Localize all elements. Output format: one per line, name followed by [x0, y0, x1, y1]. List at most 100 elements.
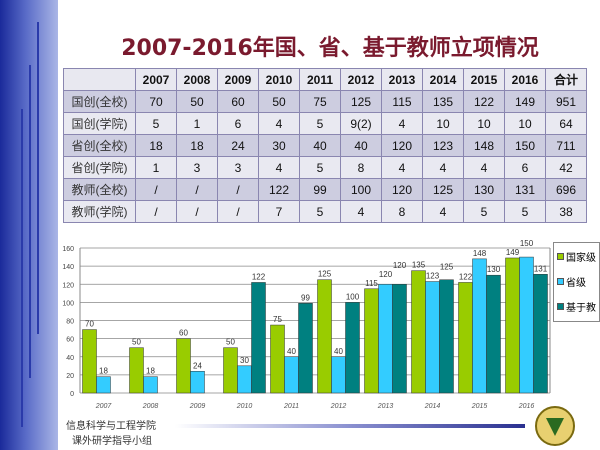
bar-基于教: [392, 284, 407, 394]
data-label: 70: [85, 320, 94, 329]
bar-省级: [143, 376, 158, 394]
table-cell: 4: [258, 156, 300, 179]
table-cell: 4: [340, 200, 382, 223]
row-header: 教师(全校): [63, 178, 136, 201]
table-cell: 951: [545, 90, 587, 113]
y-tick-label: 100: [62, 300, 74, 307]
y-tick-label: 40: [66, 355, 74, 362]
bar-省级: [519, 256, 534, 394]
table-cell: 115: [381, 90, 423, 113]
row-header: 省创(全校): [63, 134, 136, 157]
table-cell: 70: [135, 90, 177, 113]
x-tick-label: 2008: [142, 403, 159, 410]
table-cell: 4: [422, 156, 464, 179]
bar-省级: [472, 258, 487, 394]
table-cell: /: [135, 200, 177, 223]
x-tick-label: 2013: [377, 403, 394, 410]
data-label: 40: [334, 347, 343, 356]
bar-省级: [331, 356, 346, 394]
data-label: 18: [146, 367, 155, 376]
bar-省级: [96, 376, 111, 394]
column-header: 2008: [176, 68, 218, 91]
bar-基于教: [439, 279, 454, 394]
data-label: 40: [287, 347, 296, 356]
row-header: 国创(学院): [63, 112, 136, 135]
table-cell: 123: [422, 134, 464, 157]
table-cell: 5: [135, 112, 177, 135]
table-cell: 1: [135, 156, 177, 179]
data-label: 123: [426, 272, 440, 281]
table-cell: 3: [217, 156, 259, 179]
column-header: 2011: [299, 68, 341, 91]
bar-省级: [378, 284, 393, 394]
table-cell: 5: [299, 156, 341, 179]
legend-label: 基于教: [566, 303, 596, 314]
data-label: 99: [301, 293, 310, 302]
table-cell: 148: [463, 134, 505, 157]
bar-国家级: [176, 338, 191, 394]
data-label: 120: [393, 261, 407, 270]
legend-swatch: [557, 303, 564, 310]
bar-基于教: [298, 303, 313, 394]
table-cell: 150: [504, 134, 546, 157]
column-header: 2012: [340, 68, 382, 91]
table-cell: 131: [504, 178, 546, 201]
data-label: 148: [473, 249, 487, 258]
bar-国家级: [82, 329, 97, 394]
x-tick-label: 2011: [283, 403, 299, 410]
bar-国家级: [317, 279, 332, 394]
bar-国家级: [270, 324, 285, 394]
footer-line2: 课外研学指导小组: [72, 436, 152, 447]
table-cell: 5: [463, 200, 505, 223]
data-label: 115: [365, 279, 378, 288]
table-cell: 7: [258, 200, 300, 223]
y-tick-label: 120: [62, 282, 74, 289]
legend-item: 省级: [557, 274, 586, 289]
data-label: 60: [179, 329, 188, 338]
x-tick-label: 2010: [236, 403, 253, 410]
bar-基于教: [533, 274, 548, 394]
table-cell: 5: [299, 200, 341, 223]
table-cell: 5: [504, 200, 546, 223]
data-label: 149: [506, 248, 520, 257]
table-row: 国创(全校) 70 50 60 50 75 125 115 135 122 149 951: [63, 90, 587, 113]
data-label: 75: [273, 315, 282, 324]
table-cell: 4: [381, 156, 423, 179]
bar-基于教: [345, 302, 360, 394]
column-header: [63, 68, 136, 91]
table-cell: 6: [217, 112, 259, 135]
data-label: 30: [240, 356, 249, 365]
bar-国家级: [458, 282, 473, 394]
table-row: 教师(学院) / //7 5 4 8 4 5 5 38: [63, 200, 587, 223]
bar-基于教: [486, 274, 501, 394]
y-tick-label: 60: [66, 337, 74, 344]
x-tick-label: 2015: [471, 403, 488, 410]
data-label: 100: [346, 292, 360, 301]
bar-国家级: [411, 270, 426, 394]
legend-swatch: [557, 278, 564, 285]
y-tick-label: 80: [66, 319, 74, 326]
table-cell: 100: [340, 178, 382, 201]
data-table: 2007 2008 2009 2010 2011 2012 2013 2014 2015 2016…: [63, 68, 587, 223]
y-tick-label: 140: [62, 264, 74, 271]
table-cell: /: [176, 200, 218, 223]
slide-title: 2007-2016年国、省、基于教师立项情况: [121, 36, 539, 61]
bar-省级: [190, 371, 205, 394]
data-label: 150: [520, 239, 534, 248]
data-label: 125: [440, 263, 454, 272]
table-cell: 125: [340, 90, 382, 113]
footer-line1: 信息科学与工程学院: [66, 421, 156, 432]
data-label: 120: [379, 270, 393, 279]
y-tick-label: 0: [70, 391, 74, 398]
chart-legend: 国家级 省级 基于教: [553, 242, 600, 322]
table-cell: 99: [299, 178, 341, 201]
table-cell: 50: [176, 90, 218, 113]
table-cell: 8: [340, 156, 382, 179]
data-label: 122: [252, 272, 266, 281]
university-logo: [535, 406, 575, 446]
data-label: 50: [132, 338, 141, 347]
table-cell: 64: [545, 112, 587, 135]
y-tick-label: 160: [62, 246, 74, 253]
legend-label: 省级: [566, 278, 586, 289]
